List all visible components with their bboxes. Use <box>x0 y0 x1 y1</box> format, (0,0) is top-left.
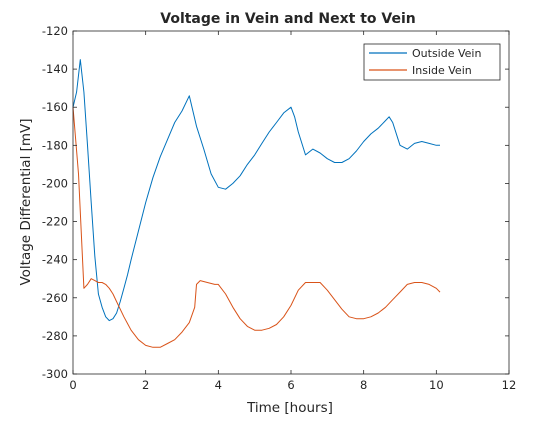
x-tick-label: 0 <box>69 378 76 392</box>
y-tick-label: -160 <box>42 100 68 114</box>
x-tick-label: 2 <box>142 378 149 392</box>
y-tick-label: -220 <box>42 215 68 229</box>
series-line-inside-vein <box>72 107 441 348</box>
y-tick-label: -280 <box>42 329 68 343</box>
chart-title: Voltage in Vein and Next to Vein <box>160 11 416 27</box>
y-tick-label: -200 <box>42 176 68 190</box>
y-tick-label: -240 <box>42 253 68 267</box>
plot-area <box>73 31 509 374</box>
y-tick-label: -180 <box>42 138 68 152</box>
legend-label-outside-vein: Outside Vein <box>412 47 481 60</box>
x-tick-label: 12 <box>502 378 517 392</box>
x-tick-label: 4 <box>215 378 222 392</box>
x-tick-label: 8 <box>360 378 367 392</box>
axes-layer: 0 2 4 6 8 10 12 -300 -280 -260 -240 -220 -200 -180 -16… <box>42 24 516 392</box>
legend: Outside Vein Inside Vein <box>363 43 501 81</box>
x-tick-label: 6 <box>287 378 294 392</box>
series-layer <box>72 59 441 348</box>
legend-label-inside-vein: Inside Vein <box>412 64 472 77</box>
y-tick-label: -120 <box>42 24 68 38</box>
series-line-outside-vein <box>72 59 440 322</box>
x-tick-label: 10 <box>429 378 444 392</box>
y-tick-label: -260 <box>42 291 68 305</box>
y-axis-label: Voltage Differential [mV] <box>18 118 34 285</box>
legend-box <box>363 43 501 81</box>
x-axis-label: Time [hours] <box>246 400 333 416</box>
y-tick-label: -300 <box>42 367 68 381</box>
y-tick-label: -140 <box>42 62 68 76</box>
